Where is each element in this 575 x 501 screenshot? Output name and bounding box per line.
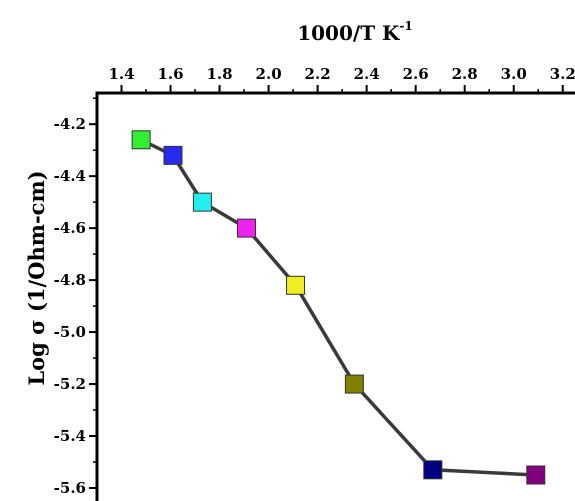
y-tick-label: -5.4 [54,427,86,445]
y-tick-label: -5.6 [54,479,86,497]
data-point-marker [237,218,257,238]
x-tick-label: 3.2 [550,65,575,83]
x-axis-title: 1000/T K-1 [297,19,413,45]
x-tick-label: 3.0 [501,65,527,83]
x-tick-label: 1.4 [108,65,134,83]
x-axis-title-superscript: -1 [399,19,412,33]
y-tick-label: -5.0 [54,323,86,341]
x-tick-label: 2.6 [403,65,429,83]
y-tick-label: -5.2 [54,375,86,393]
y-tick-label: -4.4 [54,167,86,185]
x-tick-label: 1.8 [207,65,233,83]
x-tick-label: 2.2 [305,65,331,83]
y-tick-label: -4.8 [54,271,86,289]
x-tick-label: 2.8 [452,65,478,83]
x-axis-title-text: 1000/T K [297,21,400,45]
data-point-marker [131,130,151,150]
data-marker-layer [131,130,546,485]
data-point-marker [526,465,546,485]
data-point-marker [192,192,212,212]
y-tick-label: -4.6 [54,219,86,237]
axes: 1.4 1.6 1.8 2.0 2.2 2.4 2.6 2.8 3.0 3.2 -4.2 -4.4 -4… [54,65,575,501]
y-axis-title: Log σ (1/Ohm-cm) [24,170,49,385]
x-tick-label: 2.0 [256,65,282,83]
data-point-marker [344,374,364,394]
x-tick-label: 1.6 [157,65,183,83]
series-line [140,138,536,477]
x-tick-label: 2.4 [354,65,380,83]
data-point-marker [286,275,306,295]
data-point-marker [163,145,183,165]
data-point-marker [423,460,443,480]
data-line-layer [140,138,536,477]
y-tick-label: -4.2 [54,115,86,133]
